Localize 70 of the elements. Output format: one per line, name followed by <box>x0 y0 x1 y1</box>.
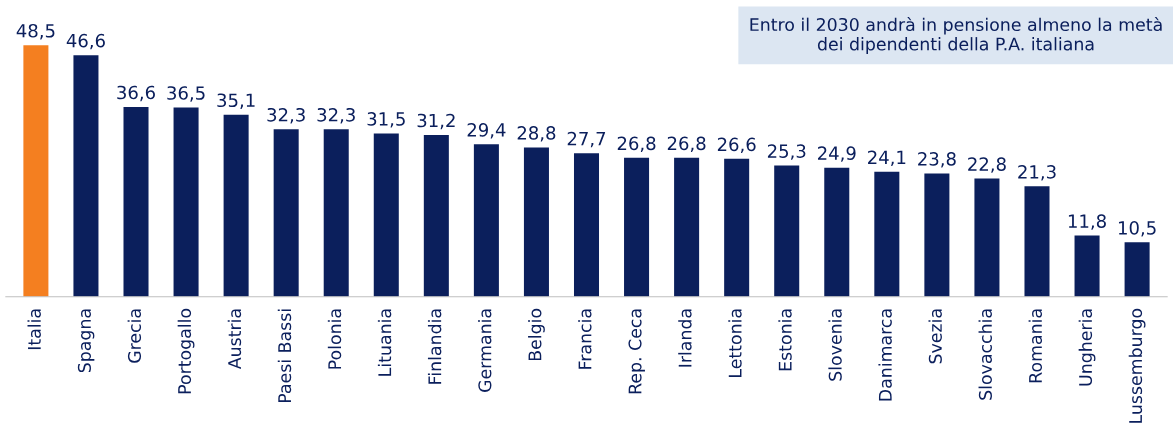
x-tick-label: Francia <box>578 309 592 369</box>
data-label: 36,6 <box>117 85 155 102</box>
bar <box>774 165 800 297</box>
bar <box>724 158 750 297</box>
data-label: 27,7 <box>567 131 606 148</box>
x-tick-label: Slovacchia <box>978 309 992 400</box>
x-tick-label: Lussemburgo <box>1128 308 1146 423</box>
data-label: 24,9 <box>818 146 856 162</box>
data-label: 46,6 <box>66 33 105 50</box>
data-label: 21,3 <box>1018 165 1056 181</box>
bar <box>974 178 1000 297</box>
data-label: 48,5 <box>16 23 55 40</box>
bar <box>824 167 850 297</box>
x-tick-label: Finlandia <box>427 309 442 384</box>
x-tick-label: Portogallo <box>177 308 195 394</box>
bar <box>573 153 600 297</box>
x-tick-label: Romania <box>1028 309 1043 383</box>
data-label: 35,1 <box>217 93 255 109</box>
bar <box>373 133 399 297</box>
x-tick-label: Rep. Ceca <box>628 309 645 394</box>
data-label: 23,8 <box>918 152 956 168</box>
data-label: 32,3 <box>267 107 305 124</box>
x-tick-label: Italia <box>27 309 41 350</box>
bar <box>23 45 49 297</box>
x-tick-label: Irlanda <box>678 309 692 367</box>
x-tick-label: Belgio <box>528 308 545 361</box>
bar <box>523 147 549 297</box>
bar <box>624 157 650 297</box>
x-tick-label: Germania <box>477 309 492 392</box>
annotation: Entro il 2030 andrà in pensione almeno la metà dei dipendenti della P.A. italiana <box>750 16 1162 54</box>
x-tick-label: Estonia <box>778 309 792 371</box>
bar <box>73 55 99 297</box>
data-label: 26,6 <box>717 137 756 154</box>
x-tick-label: Spagna <box>77 309 95 373</box>
data-label: 10,5 <box>1118 221 1156 237</box>
bar <box>423 135 449 297</box>
data-label: 36,5 <box>167 86 205 102</box>
data-label: 26,8 <box>617 136 656 152</box>
bar <box>1074 235 1100 297</box>
bar <box>1124 242 1150 297</box>
bar <box>473 144 499 297</box>
bar <box>123 106 149 297</box>
bar <box>674 157 700 297</box>
bar <box>223 114 249 297</box>
x-tick-label: Lettonia <box>728 309 742 377</box>
bar <box>273 129 299 297</box>
data-label: 24,1 <box>868 150 906 166</box>
data-label: 28,8 <box>517 126 556 142</box>
bar <box>1024 186 1050 297</box>
data-label: 25,3 <box>767 144 806 160</box>
x-tick-label: Danimarca <box>878 309 892 401</box>
x-tick-label: Grecia <box>127 309 142 363</box>
data-label: 29,4 <box>467 123 506 139</box>
data-label: 26,8 <box>667 136 706 152</box>
data-label: 22,8 <box>968 157 1006 173</box>
x-tick-label: Slovenia <box>828 309 842 381</box>
data-label: 32,3 <box>317 107 355 124</box>
x-tick-label: Paesi Bassi <box>277 309 292 403</box>
bar <box>874 171 900 297</box>
x-tick-label: Polonia <box>327 309 342 369</box>
data-label: 11,8 <box>1068 214 1106 230</box>
bar <box>924 173 950 297</box>
x-tick-label: Ungheria <box>1078 309 1096 386</box>
bar <box>323 129 349 297</box>
data-label: 31,5 <box>367 112 405 128</box>
bar <box>173 107 199 297</box>
data-label: 31,2 <box>417 113 455 130</box>
x-tick-label: Lituania <box>377 309 392 376</box>
x-tick-label: Austria <box>227 309 242 370</box>
x-tick-label: Svezia <box>928 309 942 364</box>
